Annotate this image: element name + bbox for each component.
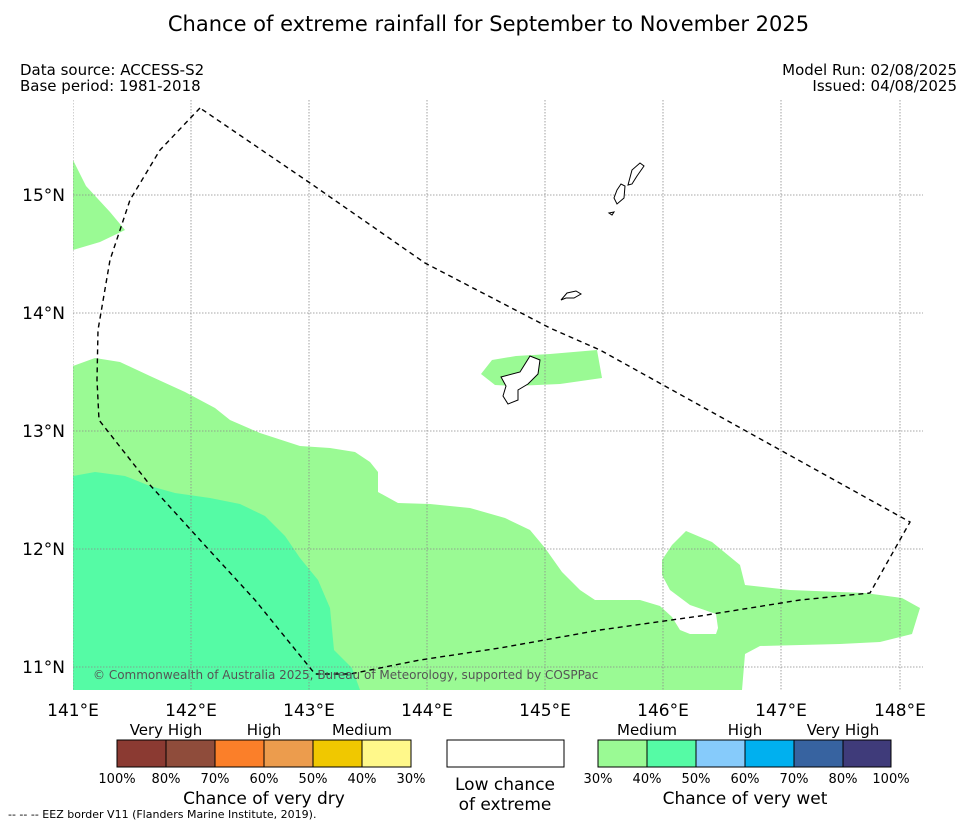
legend-neutral: Low chance of extreme xyxy=(446,739,565,815)
aguijan-island xyxy=(607,211,616,216)
map-area: © Commonwealth of Australia 2025, Bureau… xyxy=(73,100,923,691)
wet-legend-title: Chance of very wet xyxy=(663,789,828,809)
high-wet-region xyxy=(73,472,360,690)
wet-tick: 30% xyxy=(584,772,613,787)
lon-label: 147°E xyxy=(755,701,807,721)
wet-tick: 100% xyxy=(872,772,909,787)
issued-date: Issued: 04/08/2025 xyxy=(812,77,957,95)
run-info: Model Run: 02/08/2025 Issued: 04/08/2025 xyxy=(782,62,957,94)
low-chance-label: Low chance xyxy=(455,775,555,795)
wet-tick: 40% xyxy=(633,772,662,787)
lon-label: 142°E xyxy=(165,701,217,721)
lon-label: 146°E xyxy=(637,701,689,721)
dry-swatch xyxy=(312,739,363,768)
dry-tick: 40% xyxy=(348,772,377,787)
dry-swatch xyxy=(116,739,167,768)
wet-tick: 80% xyxy=(829,772,858,787)
dry-legend-title: Chance of very dry xyxy=(183,789,345,809)
lon-label: 143°E xyxy=(283,701,335,721)
lon-label: 141°E xyxy=(47,701,99,721)
medium-wet-patch-guam xyxy=(481,350,602,386)
lat-label: 14°N xyxy=(22,304,65,324)
dry-colorbar xyxy=(116,739,412,768)
eez-border xyxy=(96,107,911,675)
dry-swatch xyxy=(263,739,314,768)
wet-swatch xyxy=(793,739,844,768)
wet-swatch xyxy=(597,739,648,768)
wet-swatch xyxy=(695,739,746,768)
longitude-labels: 141°E 142°E 143°E 144°E 145°E 146°E 147°… xyxy=(47,701,926,721)
legend-wet: Medium High Very High 30% 40% 50% 60% 70… xyxy=(584,721,910,809)
lat-label: 11°N xyxy=(22,658,65,678)
dry-tick: 50% xyxy=(299,772,328,787)
medium-wet-patch-north xyxy=(73,160,125,250)
eez-footnote: -- -- -- EEZ border V11 (Flanders Marine… xyxy=(8,808,317,821)
lat-label: 13°N xyxy=(22,422,65,442)
wet-swatch xyxy=(842,739,892,768)
wet-tick: 50% xyxy=(682,772,711,787)
lon-label: 148°E xyxy=(874,701,926,721)
lon-label: 145°E xyxy=(519,701,571,721)
base-period: Base period: 1981-2018 xyxy=(20,77,201,95)
islands xyxy=(500,162,645,405)
lat-label: 12°N xyxy=(22,540,65,560)
dry-tick: 80% xyxy=(152,772,181,787)
low-chance-label: of extreme xyxy=(459,795,552,815)
wet-tick: 60% xyxy=(731,772,760,787)
dry-category-label: High xyxy=(247,721,281,739)
wet-tick: 70% xyxy=(780,772,809,787)
map-title: Chance of extreme rainfall for September… xyxy=(167,12,810,36)
saipan-island xyxy=(627,162,645,186)
dry-swatch xyxy=(361,739,412,768)
model-run: Model Run: 02/08/2025 xyxy=(782,61,957,79)
wet-swatch xyxy=(646,739,697,768)
dry-category-label: Medium xyxy=(332,721,392,739)
guam-island xyxy=(500,355,541,405)
dry-tick: 100% xyxy=(98,772,135,787)
rota-island xyxy=(560,290,582,301)
wet-category-label: Medium xyxy=(617,721,677,739)
dry-swatch xyxy=(214,739,265,768)
low-chance-swatch xyxy=(446,739,565,768)
wet-category-label: High xyxy=(728,721,762,739)
dry-category-label: Very High xyxy=(130,721,203,739)
tinian-island xyxy=(613,183,626,205)
graticule xyxy=(73,100,923,691)
wet-colorbar xyxy=(597,739,892,768)
dry-tick: 30% xyxy=(397,772,426,787)
wet-category-label: Very High xyxy=(807,721,880,739)
dry-swatch xyxy=(165,739,216,768)
latitude-labels: 15°N 14°N 13°N 12°N 11°N xyxy=(22,186,65,678)
dry-tick: 70% xyxy=(201,772,230,787)
lon-label: 144°E xyxy=(401,701,453,721)
lat-label: 15°N xyxy=(22,186,65,206)
copyright-text: © Commonwealth of Australia 2025, Bureau… xyxy=(93,668,598,682)
wet-swatch xyxy=(744,739,795,768)
dry-tick: 60% xyxy=(250,772,279,787)
data-source: Data source: ACCESS-S2 xyxy=(20,61,205,79)
legend-dry: Very High High Medium 100% 80% 70% 60% 5… xyxy=(98,721,425,809)
data-info: Data source: ACCESS-S2 Base period: 1981… xyxy=(20,62,204,94)
